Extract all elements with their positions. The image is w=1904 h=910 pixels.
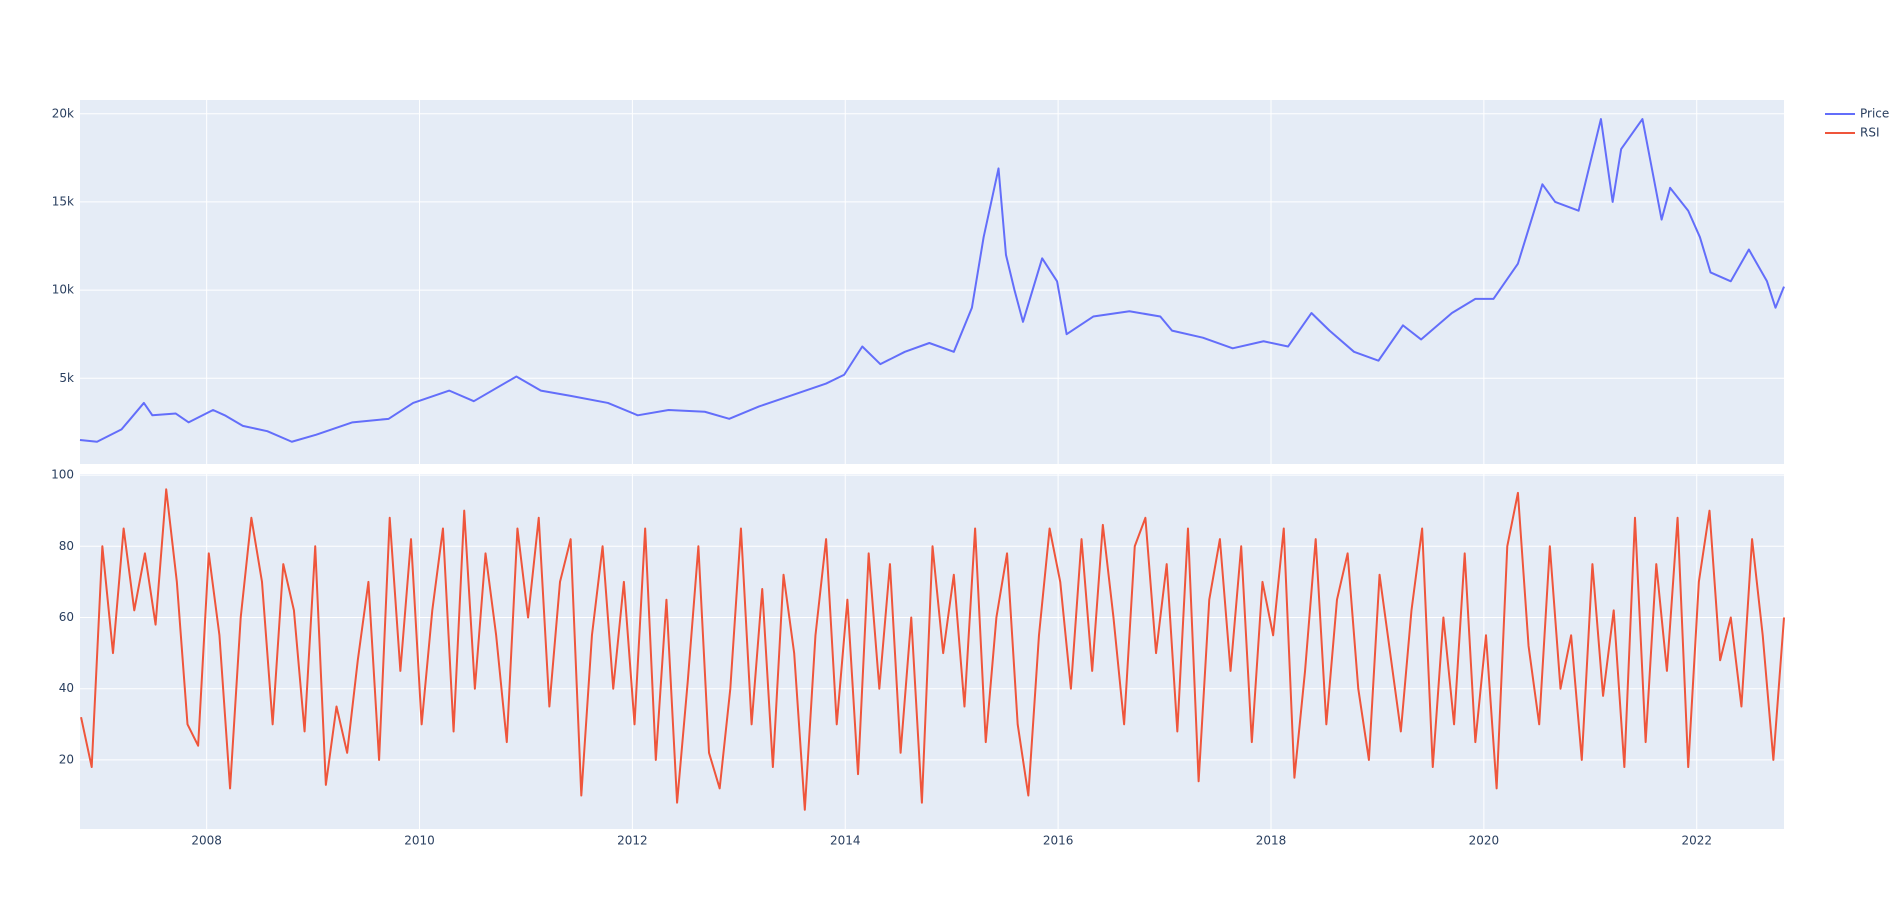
plot-background bbox=[80, 474, 1784, 829]
y-tick-label: 10k bbox=[52, 283, 74, 297]
legend-label: RSI bbox=[1860, 126, 1880, 140]
x-tick-label: 2018 bbox=[1256, 834, 1287, 848]
y-tick-label: 60 bbox=[59, 610, 74, 624]
y-tick-label: 40 bbox=[59, 681, 74, 695]
y-tick-label: 80 bbox=[59, 539, 74, 553]
y-tick-label: 15k bbox=[52, 194, 74, 208]
x-tick-label: 2016 bbox=[1043, 834, 1074, 848]
series-line bbox=[80, 488, 1785, 811]
x-tick-label: 2010 bbox=[404, 834, 435, 848]
y-tick-label: 20k bbox=[52, 106, 74, 120]
y-tick-label: 100 bbox=[51, 468, 74, 482]
x-tick-label: 2014 bbox=[830, 834, 861, 848]
x-tick-label: 2012 bbox=[617, 834, 648, 848]
x-tick-label: 2020 bbox=[1469, 834, 1500, 848]
x-tick-label: 2022 bbox=[1681, 834, 1712, 848]
x-tick-label: 2008 bbox=[191, 834, 222, 848]
legend-label: Price bbox=[1860, 107, 1889, 121]
y-tick-label: 5k bbox=[59, 371, 74, 385]
y-tick-label: 20 bbox=[59, 752, 74, 766]
plot-background bbox=[80, 100, 1784, 464]
series-line bbox=[79, 118, 1785, 443]
